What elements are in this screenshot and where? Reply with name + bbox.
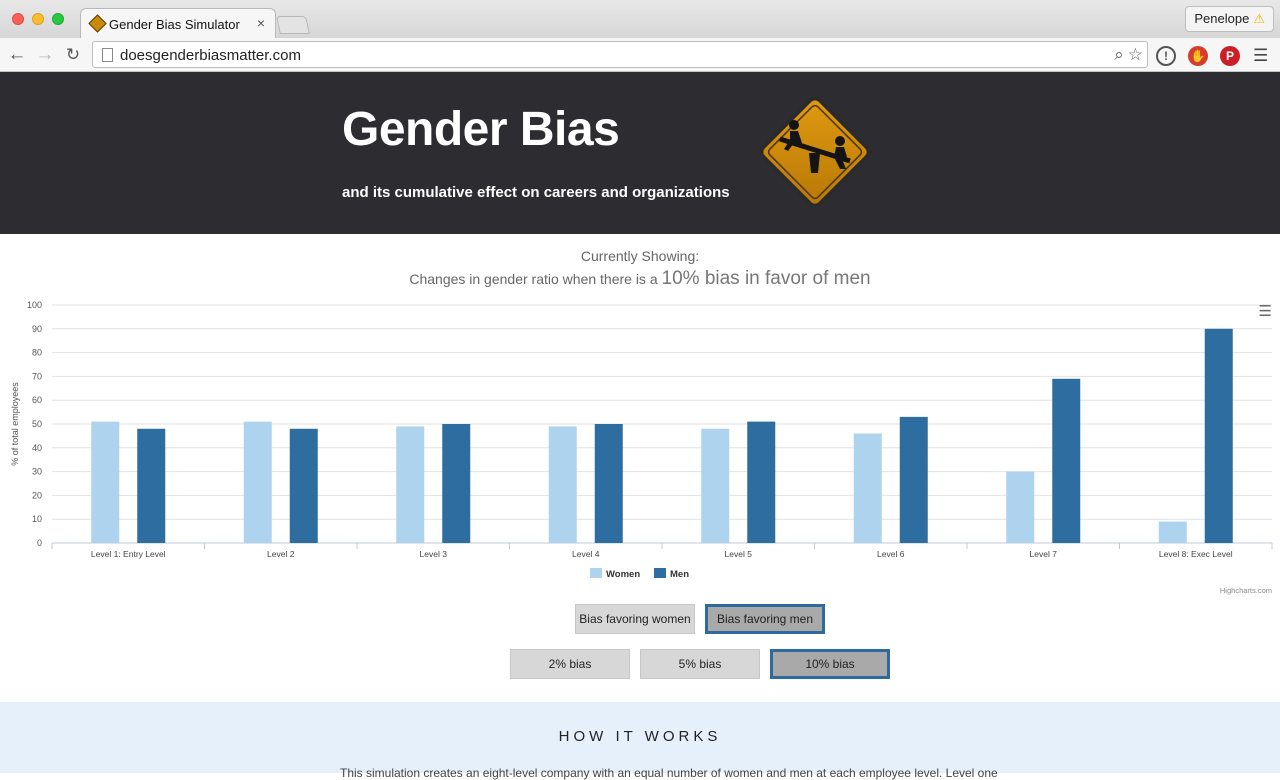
x-tick-label: Level 6 xyxy=(877,549,905,559)
how-it-works-text: This simulation creates an eight-level c… xyxy=(340,766,998,780)
page-title: Gender Bias xyxy=(342,103,620,156)
close-window-button[interactable] xyxy=(12,13,24,25)
legend-swatch-women xyxy=(590,568,602,578)
y-tick-label: 40 xyxy=(32,443,42,453)
bar-women xyxy=(701,428,730,543)
adblock-extension-icon[interactable]: ✋ xyxy=(1188,46,1208,66)
bias-favoring-men-button[interactable]: Bias favoring men xyxy=(705,604,825,634)
bar-women xyxy=(243,421,272,543)
hero-banner: Gender Bias and its cumulative effect on… xyxy=(0,72,1280,234)
bar-men xyxy=(1052,378,1081,543)
x-tick-label: Level 3 xyxy=(420,549,448,559)
warning-icon: ⚠ xyxy=(1253,11,1265,26)
favicon-icon xyxy=(88,14,107,33)
bar-men xyxy=(1204,328,1233,543)
y-tick-label: 70 xyxy=(32,371,42,381)
forward-arrow-icon[interactable]: → xyxy=(35,44,55,65)
bias-5-percent-button[interactable]: 5% bias xyxy=(640,649,760,679)
browser-toolbar: ← → ↻ doesgenderbiasmatter.com ⌕ ☆ ! ✋ P … xyxy=(0,38,1280,72)
x-tick-label: Level 8: Exec Level xyxy=(1159,549,1233,559)
browser-titlebar: Gender Bias Simulator × Penelope ⚠ xyxy=(0,0,1280,38)
browser-tab[interactable]: Gender Bias Simulator × xyxy=(80,8,276,38)
bar-women xyxy=(1006,471,1035,543)
bar-women xyxy=(91,421,120,543)
pinterest-extension-icon[interactable]: P xyxy=(1220,46,1240,66)
info-extension-icon[interactable]: ! xyxy=(1156,46,1176,66)
currently-showing-label: Currently Showing: xyxy=(580,248,700,264)
x-tick-label: Level 1: Entry Level xyxy=(91,549,166,559)
bar-men xyxy=(899,416,928,543)
page-subtitle: and its cumulative effect on careers and… xyxy=(342,184,730,201)
bar-men xyxy=(289,428,318,543)
bar-men xyxy=(137,428,166,543)
gender-ratio-chart: 0 10 20 30 40 50 60 70 80 90 100 % of total employe… xyxy=(0,296,1280,600)
back-arrow-icon[interactable]: ← xyxy=(7,44,27,65)
y-tick-label: 20 xyxy=(32,490,42,500)
y-tick-label: 30 xyxy=(32,467,42,477)
how-it-works-section: HOW IT WORKS This simulation creates an … xyxy=(0,702,1280,780)
legend-swatch-men xyxy=(654,568,666,578)
legend-label-men: Men xyxy=(670,569,689,580)
chart-menu-icon[interactable]: ☰ xyxy=(1258,303,1272,320)
page-icon xyxy=(102,48,113,62)
bias-favoring-women-button[interactable]: Bias favoring women xyxy=(575,604,695,634)
legend-label-women: Women xyxy=(606,569,640,580)
x-tick-label: Level 2 xyxy=(267,549,295,559)
zoom-window-button[interactable] xyxy=(52,13,64,25)
new-tab-button[interactable] xyxy=(276,16,310,34)
bar-women xyxy=(548,426,577,543)
how-it-works-title: HOW IT WORKS xyxy=(558,728,722,745)
tab-close-icon[interactable]: × xyxy=(256,15,265,31)
zoom-icon[interactable]: ⌕ xyxy=(1114,45,1124,64)
chart-svg: 0 10 20 30 40 50 60 70 80 90 100 % of total employe… xyxy=(10,300,1273,595)
showing-emphasis: 10% bias in favor of men xyxy=(661,268,871,289)
bar-women xyxy=(396,426,425,543)
y-tick-label: 100 xyxy=(27,300,42,310)
url-text[interactable]: doesgenderbiasmatter.com xyxy=(120,47,301,64)
browser-menu-icon[interactable]: ☰ xyxy=(1253,46,1269,65)
currently-showing-description: Changes in gender ratio when there is a … xyxy=(0,268,1280,290)
profile-name: Penelope xyxy=(1194,11,1250,26)
showing-prefix: Changes in gender ratio when there is a xyxy=(409,271,662,287)
bar-men xyxy=(442,424,471,543)
tab-title: Gender Bias Simulator xyxy=(109,17,240,32)
x-tick-label: Level 7 xyxy=(1030,549,1058,559)
y-tick-label: 0 xyxy=(37,538,42,548)
minimize-window-button[interactable] xyxy=(32,13,44,25)
y-tick-label: 60 xyxy=(32,395,42,405)
bar-men xyxy=(747,421,776,543)
x-tick-label: Level 5 xyxy=(725,549,753,559)
y-tick-label: 50 xyxy=(32,419,42,429)
bar-women xyxy=(853,433,882,543)
bias-10-percent-button[interactable]: 10% bias xyxy=(770,649,890,679)
bookmark-star-icon[interactable]: ☆ xyxy=(1127,45,1143,64)
y-tick-label: 10 xyxy=(32,514,42,524)
y-tick-label: 90 xyxy=(32,324,42,334)
bar-men xyxy=(594,424,623,543)
x-tick-label: Level 4 xyxy=(572,549,600,559)
chart-credit: Highcharts.com xyxy=(1220,586,1272,595)
bar-women xyxy=(1158,521,1187,543)
seesaw-warning-sign-icon xyxy=(759,96,871,208)
y-axis-title: % of total employees xyxy=(10,382,20,466)
bias-2-percent-button[interactable]: 2% bias xyxy=(510,649,630,679)
y-tick-label: 80 xyxy=(32,348,42,358)
reload-icon[interactable]: ↻ xyxy=(65,45,81,64)
profile-button[interactable]: Penelope ⚠ xyxy=(1185,6,1274,32)
address-bar[interactable]: doesgenderbiasmatter.com ⌕ ☆ xyxy=(92,41,1148,68)
